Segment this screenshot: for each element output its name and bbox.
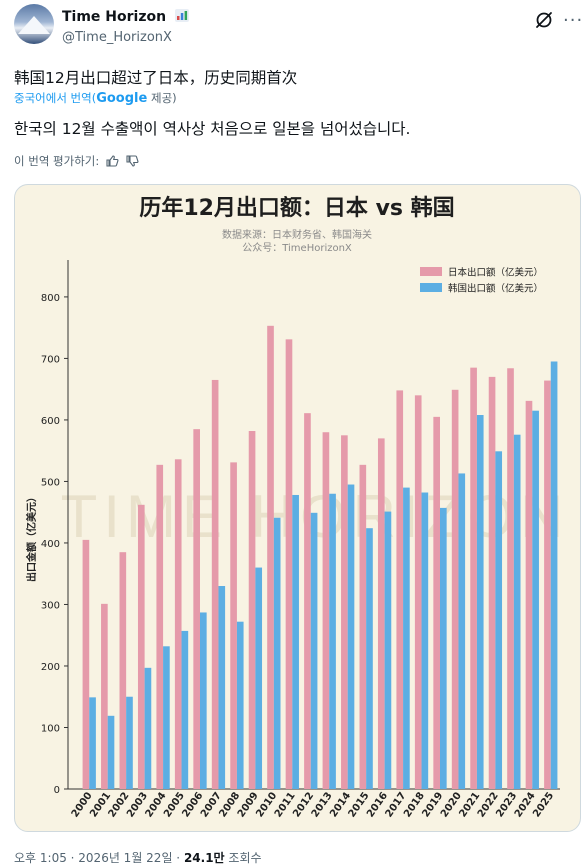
bar-korea-2020 [458,473,466,789]
x-tick-label: 2025 [531,790,556,819]
translation-attribution[interactable]: 중국어에서 번역(Google 제공) [14,90,177,106]
bar-japan-2024 [525,400,533,789]
timestamp[interactable]: 오후 1:05 · 2026년 1월 22일 · [14,851,181,865]
bar-korea-2024 [532,410,539,789]
bar-japan-2001 [101,603,108,789]
views-count: 24.1만 [183,851,225,865]
plot-area: 0100200300400500600700800200020012002200… [41,260,560,820]
bar-korea-2006 [200,612,207,789]
legend-label: 日本出口额（亿美元） [448,267,543,279]
bar-korea-2004 [163,646,170,789]
bar-korea-2001 [107,715,115,789]
bar-japan-2016 [377,438,385,789]
bar-japan-2000 [82,539,90,789]
avatar-mountain [18,16,50,34]
avatar[interactable] [14,4,54,44]
legend-label: 韩国出口额（亿美元） [448,283,543,295]
bar-korea-2018 [421,492,429,789]
rate-label: 이 번역 평가하기: [14,154,100,168]
tweet-meta: 오후 1:05 · 2026년 1월 22일 · 24.1만 조회수 [14,849,262,866]
thumbs-down-icon[interactable] [125,154,139,168]
bar-korea-2000 [89,697,96,789]
bar-korea-2025 [550,361,558,789]
thumbs-up-icon[interactable] [105,154,119,168]
bar-japan-2023 [507,368,514,789]
chart-account: 公众号：TimeHorizonX [242,242,352,254]
google-logo: Google [96,91,148,106]
y-tick-label: 400 [41,539,60,550]
bar-korea-2010 [273,517,281,789]
bar-japan-2011 [285,339,293,789]
bar-japan-2019 [433,416,440,789]
y-tick-label: 700 [41,354,60,365]
bar-korea-2005 [181,630,189,789]
bar-japan-2014 [341,435,348,789]
bar-japan-2015 [359,464,367,789]
tweet-text: 韩国12月出口超过了日本，历史同期首次 [14,69,298,87]
bar-japan-2002 [119,552,127,789]
bar-japan-2010 [267,325,274,789]
translated-suffix: 제공) [147,91,177,105]
bar-japan-2018 [414,395,422,789]
grok-icon[interactable] [534,10,554,30]
bar-japan-2022 [488,376,496,789]
views-label: 조회수 [228,851,262,865]
bar-korea-2023 [513,434,521,789]
chart-legend: 日本出口额（亿美元） 韩国出口额（亿美元） [420,267,543,295]
bar-chart: TIME HORIZON 历年12月出口额：日本 vs 韩国 数据来源：日本财务… [25,195,563,820]
bar-japan-2013 [322,432,330,789]
bar-japan-2025 [544,380,551,789]
bar-japan-2007 [211,379,219,789]
bar-korea-2016 [384,511,392,789]
bar-japan-2008 [230,462,237,789]
media-card[interactable]: TIME HORIZON 历年12月出口额：日本 vs 韩国 数据来源：日本财务… [14,184,581,832]
bar-korea-2014 [347,484,355,789]
bar-korea-2008 [236,621,244,789]
display-name[interactable]: Time Horizon [62,9,189,25]
bar-korea-2019 [440,507,447,789]
chart-source: 数据来源：日本财务省、韩国海关 [222,228,372,241]
bar-korea-2015 [366,528,373,789]
chart-title: 历年12月出口额：日本 vs 韩国 [139,195,454,221]
y-tick-label: 200 [41,662,60,673]
y-tick-label: 300 [41,600,60,611]
translated-text: 한국의 12월 수출액이 역사상 처음으로 일본을 넘어섰습니다. [14,120,411,138]
y-tick-label: 0 [54,785,60,796]
bar-japan-2005 [174,459,182,789]
bar-korea-2009 [255,567,263,789]
y-tick-label: 100 [41,723,60,734]
bar-chart-icon [174,9,189,22]
bar-korea-2007 [218,586,226,789]
bar-korea-2017 [403,487,410,789]
bar-japan-2012 [304,413,311,789]
bar-korea-2011 [292,494,299,789]
bar-korea-2012 [310,512,318,789]
bar-japan-2020 [451,389,459,789]
y-tick-label: 800 [41,293,60,304]
bar-japan-2017 [396,390,404,789]
legend-swatch [420,283,442,292]
display-name-text[interactable]: Time Horizon [62,9,167,25]
y-tick-label: 500 [41,477,60,488]
bar-japan-2006 [193,429,200,789]
legend-swatch [420,267,442,276]
more-icon[interactable]: ··· [563,10,584,31]
bar-korea-2021 [476,415,484,789]
bar-japan-2003 [137,504,145,789]
bar-korea-2013 [329,493,336,789]
y-axis-label: 出口金额（亿美元） [25,492,38,582]
y-tick-label: 600 [41,416,60,427]
user-handle[interactable]: @Time_HorizonX [62,30,172,45]
bar-japan-2004 [156,464,164,789]
bar-korea-2022 [495,451,503,789]
bar-korea-2002 [126,696,133,789]
rate-translation: 이 번역 평가하기: [14,153,139,169]
translated-from: 중국어에서 번역( [14,91,97,105]
bar-korea-2003 [144,667,152,789]
bar-japan-2021 [470,367,477,789]
bar-japan-2009 [248,431,256,789]
